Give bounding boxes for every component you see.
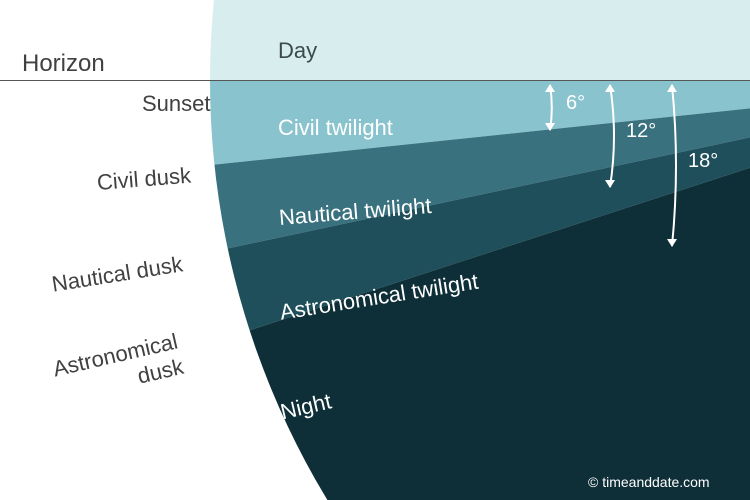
angle-label-18°: 18° [688, 150, 718, 173]
bands-svg [0, 0, 750, 500]
band-day [0, 0, 750, 80]
twilight-diagram: Horizon SunsetCivil duskNautical duskAst… [0, 0, 750, 500]
band-label-day: Day [278, 38, 317, 64]
sunset-label: Sunset [142, 91, 211, 117]
angle-label-12°: 12° [626, 120, 656, 143]
angle-label-6°: 6° [566, 92, 585, 115]
band-label-civil-twilight: Civil twilight [278, 115, 393, 141]
horizon-line [0, 80, 750, 81]
copyright: © timeanddate.com [588, 474, 710, 490]
horizon-label: Horizon [22, 50, 105, 78]
